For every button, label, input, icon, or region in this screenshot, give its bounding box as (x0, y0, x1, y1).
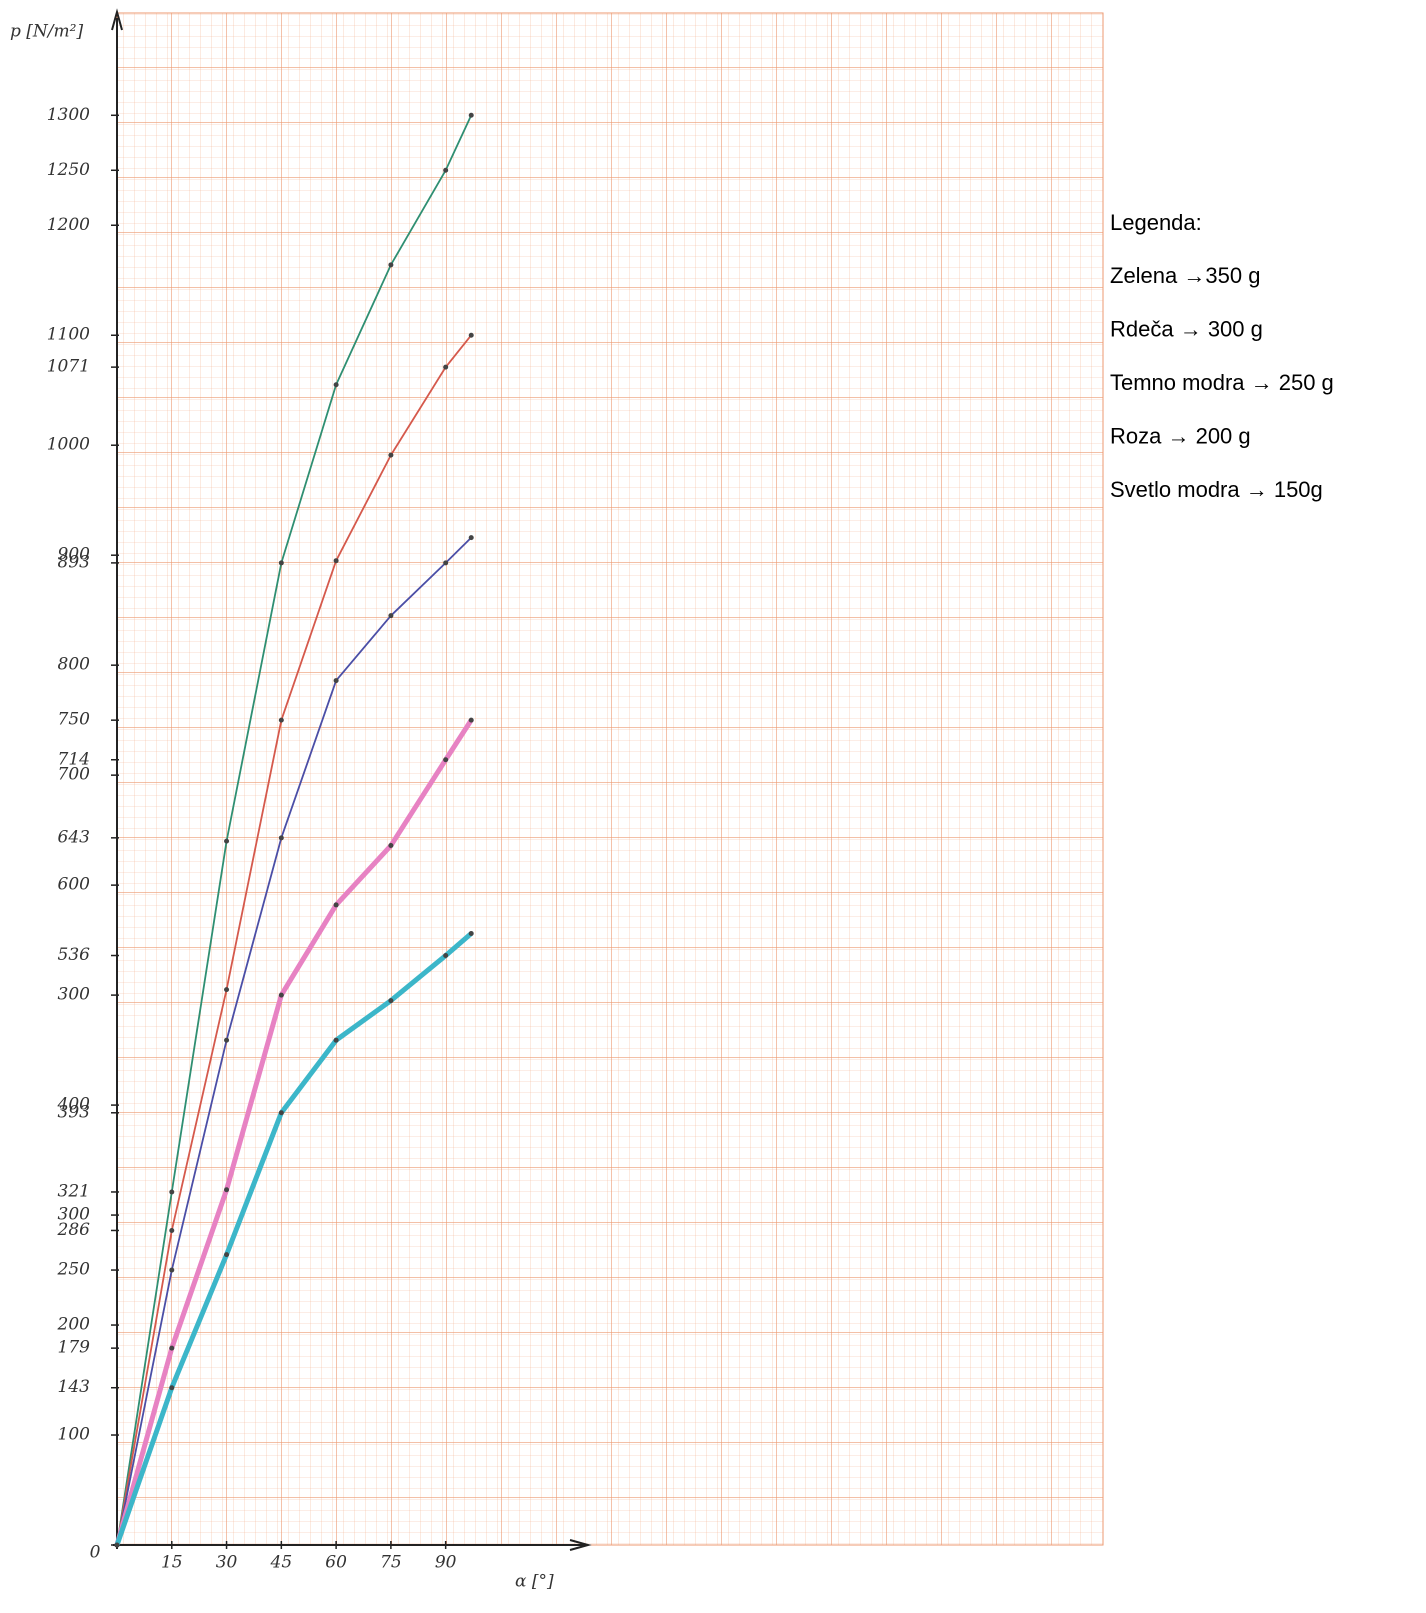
legend-entry: Svetlo modra → 150g (1110, 477, 1323, 502)
y-tick-label: 600 (58, 875, 91, 895)
data-point (443, 757, 448, 762)
data-point (279, 1110, 284, 1115)
data-point (224, 1252, 229, 1257)
x-axis-label: α [°] (515, 1572, 554, 1592)
data-point (443, 168, 448, 173)
data-point (334, 678, 339, 683)
y-tick-label: 0 (90, 1543, 101, 1563)
y-tick-label: 1000 (47, 435, 90, 455)
data-point (169, 1189, 174, 1194)
y-tick-label: 714 (58, 749, 90, 769)
data-point (169, 1228, 174, 1233)
y-tick-label: 100 (58, 1425, 91, 1445)
data-point (443, 365, 448, 370)
data-point (443, 953, 448, 958)
graph-paper (117, 13, 1103, 1545)
data-point (388, 262, 393, 267)
x-tick-label: 45 (270, 1553, 293, 1573)
y-tick-label: 800 (58, 655, 91, 675)
y-tick-label: 900 (58, 545, 91, 565)
data-point (279, 835, 284, 840)
data-point (469, 113, 474, 118)
y-tick-label: 400 (57, 1095, 91, 1115)
data-point (224, 1187, 229, 1192)
data-point (388, 613, 393, 618)
legend-entry: Roza → 200 g (1110, 423, 1251, 448)
data-point (224, 1038, 229, 1043)
data-point (334, 558, 339, 563)
data-point (388, 843, 393, 848)
data-point (279, 993, 284, 998)
x-tick-label: 60 (325, 1553, 347, 1573)
y-tick-label: 143 (58, 1377, 90, 1397)
data-point (388, 998, 393, 1003)
data-point (388, 453, 393, 458)
data-point (469, 931, 474, 936)
y-tick-label: 643 (58, 827, 90, 847)
legend-title: Legenda: (1110, 210, 1202, 235)
legend-entry: Zelena →350 g (1110, 263, 1260, 288)
data-point (443, 560, 448, 565)
y-tick-label: 536 (58, 945, 91, 965)
data-point (469, 535, 474, 540)
data-point (224, 839, 229, 844)
y-axis-label: p [N/m²] (10, 22, 83, 42)
y-tick-label: 750 (58, 710, 91, 730)
data-point (169, 1268, 174, 1273)
y-tick-label: 179 (58, 1338, 91, 1358)
y-tick-label: 1200 (47, 215, 90, 235)
data-point (169, 1385, 174, 1390)
y-tick-label: 300 (58, 985, 91, 1005)
data-point (334, 1038, 339, 1043)
data-point (469, 718, 474, 723)
data-point (169, 1346, 174, 1351)
data-point (115, 1543, 120, 1548)
y-tick-label: 321 (58, 1181, 90, 1201)
data-point (279, 560, 284, 565)
data-point (334, 902, 339, 907)
y-tick-label: 1250 (47, 160, 90, 180)
x-tick-label: 75 (380, 1553, 402, 1573)
legend-entry: Temno modra → 250 g (1110, 370, 1334, 395)
y-tick-label: 300 (58, 1205, 91, 1225)
y-tick-label: 1071 (47, 357, 90, 377)
y-tick-label: 200 (57, 1315, 91, 1335)
legend-entry: Rdeča → 300 g (1110, 316, 1263, 341)
y-tick-label: 1100 (47, 325, 90, 345)
data-point (469, 333, 474, 338)
chart: p [N/m²] α [°] Legenda: 0 100 143 179 200 250… (0, 0, 1426, 1613)
data-point (279, 718, 284, 723)
data-point (224, 987, 229, 992)
y-tick-label: 1300 (47, 105, 90, 125)
data-point (334, 382, 339, 387)
x-tick-label: 90 (435, 1553, 457, 1573)
x-tick-label: 15 (161, 1553, 183, 1573)
x-tick-label: 30 (216, 1553, 238, 1573)
y-tick-label: 250 (57, 1260, 91, 1280)
